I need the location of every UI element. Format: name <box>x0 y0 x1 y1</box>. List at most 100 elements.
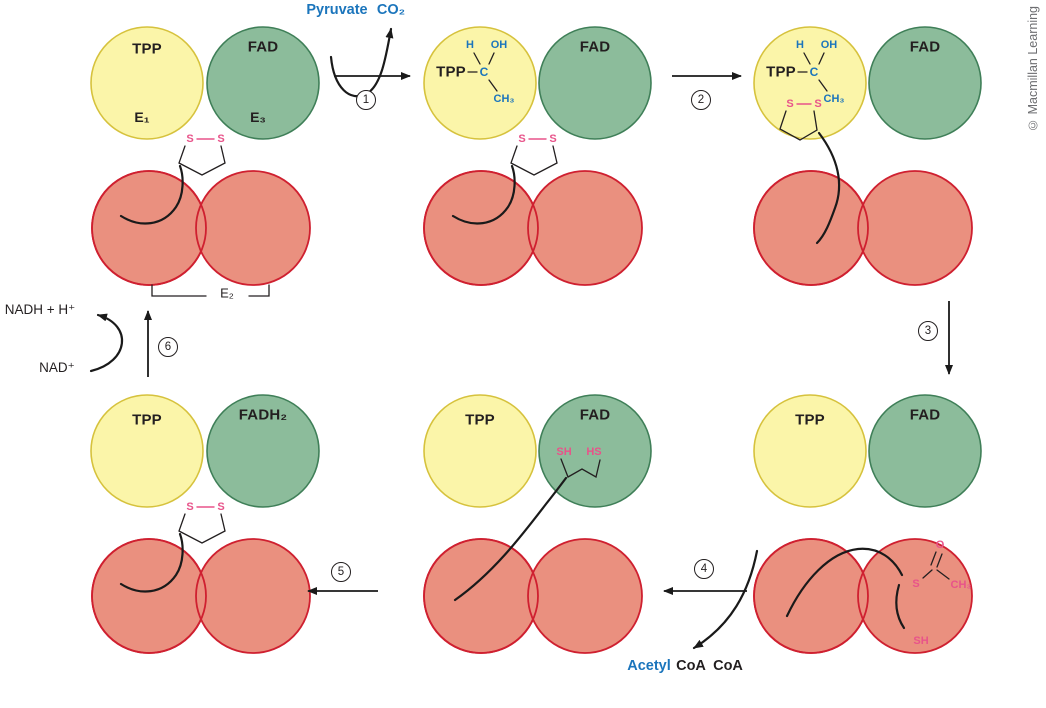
state5-group <box>423 394 652 654</box>
coa-substrate-label: CoA <box>713 658 743 674</box>
nad-nadh-curved-arrow <box>89 313 124 373</box>
thiol-hs-label-state5: HS <box>586 446 602 458</box>
methyl-label-state3: CH₃ <box>823 93 845 105</box>
fad-label-state4: FAD <box>909 406 941 424</box>
fad-label-state3: FAD <box>909 38 941 56</box>
e1-tpp-circle-state1 <box>90 26 204 140</box>
reaction-arrows <box>89 27 953 650</box>
hydroxyethyl-bonds-state3 <box>797 52 828 92</box>
carbonyl-double-bond-state4 <box>930 551 943 568</box>
lipoamide-arm-state6 <box>119 532 184 593</box>
state6-group <box>90 394 320 654</box>
e1-tpp-circle-state4 <box>753 394 867 508</box>
dihydrolipoamide-chain-state4 <box>895 583 906 630</box>
e3-fadh2-circle-state6 <box>206 394 320 508</box>
e2-circle-right-state5 <box>527 538 643 654</box>
hydroxyl-label-state3: OH <box>820 39 838 51</box>
fad-label-state2: FAD <box>579 38 611 56</box>
acetyl-label: Acetyl <box>627 658 671 674</box>
tpp-label-state5: TPP <box>465 411 495 429</box>
sulfur-left-state2: S <box>518 133 526 145</box>
nadh-label: NADH + H⁺ <box>4 302 76 317</box>
e2-circle-left-outline-state3 <box>753 170 869 286</box>
step-5-badge: 5 <box>331 562 351 582</box>
nad-label: NAD⁺ <box>39 360 75 375</box>
e1-tpp-circle-state3 <box>753 26 867 140</box>
state1-group <box>90 26 320 297</box>
step-3-badge: 3 <box>918 321 938 341</box>
e2-bracket <box>151 284 270 297</box>
methyl-label-state2: CH₃ <box>493 93 515 105</box>
carbon-label-state2: C <box>479 65 489 79</box>
tpp-label-state4: TPP <box>795 411 825 429</box>
sulfur-left-state6: S <box>186 501 194 513</box>
e2-circle-right-state6 <box>195 538 311 654</box>
state3-group <box>753 26 982 286</box>
step-2-badge: 2 <box>691 90 711 110</box>
thioester-sulfur-label: S <box>912 578 920 590</box>
fadh2-label-state6: FADH₂ <box>238 406 288 424</box>
tpp-label-state1: TPP <box>132 40 162 58</box>
e2-circle-left-outline-state2 <box>423 170 539 286</box>
step-1-badge: 1 <box>356 90 376 110</box>
fad-label-state1: FAD <box>247 38 279 56</box>
thiol-label-state4: SH <box>913 635 929 647</box>
sulfur-right-state1: S <box>217 133 225 145</box>
e3-fad-circle-state3 <box>868 26 982 140</box>
e1-tpp-circle-state2 <box>423 26 537 140</box>
step-4-badge: 4 <box>694 559 714 579</box>
lipoamide-arm-state4 <box>785 547 904 618</box>
lipoamide-arm-state1 <box>119 164 184 225</box>
thiol-sh-label-state5: SH <box>556 446 572 458</box>
e2-circle-left-outline-state1 <box>91 170 207 286</box>
dithiolane-ring-state1 <box>178 145 226 176</box>
e2-circle-right-state1 <box>195 170 311 286</box>
e3-label: E₃ <box>250 109 266 125</box>
dithiol-chain-state5 <box>560 458 601 478</box>
tpp-label-state6: TPP <box>132 411 162 429</box>
coa-product-label: CoA <box>676 658 706 674</box>
hydrogen-label-state2: H <box>466 39 474 51</box>
carbonyl-oxygen-label: O <box>935 539 945 551</box>
e2-circle-right-state2 <box>527 170 643 286</box>
tpp-label-state3: TPP <box>766 63 796 81</box>
pyruvate-label: Pyruvate <box>306 2 368 18</box>
sulfur-right-state2: S <box>549 133 557 145</box>
dithiolane-ring-state6 <box>178 513 226 544</box>
lipoamide-arm-state5 <box>453 476 568 602</box>
fad-label-state5: FAD <box>579 406 611 424</box>
carbon-label-state3: C <box>809 65 819 79</box>
lipoamide-arm-state3 <box>815 131 841 245</box>
state2-group <box>423 26 652 286</box>
e2-circle-left-outline-state5 <box>423 538 539 654</box>
hydroxyethyl-bonds-state2 <box>467 52 498 92</box>
sulfur-right-state3: S <box>814 98 822 110</box>
e3-fad-circle-state1 <box>206 26 320 140</box>
acetyl-methyl-label: CH₃ <box>950 579 972 591</box>
e2-circle-left-outline-state4 <box>753 538 869 654</box>
sulfur-right-state6: S <box>217 501 225 513</box>
co2-label: CO₂ <box>376 2 406 18</box>
thioester-bonds-state4 <box>922 569 950 580</box>
hydrogen-label-state3: H <box>796 39 804 51</box>
e2-label: E₂ <box>220 285 234 301</box>
e3-fad-circle-state2 <box>538 26 652 140</box>
lipoamide-arm-state2 <box>451 164 516 225</box>
e3-fad-circle-state4 <box>868 394 982 508</box>
opened-ring-state3 <box>779 110 818 141</box>
sulfur-left-state3: S <box>786 98 794 110</box>
dithiolane-ring-state2 <box>510 145 558 176</box>
step-6-badge: 6 <box>158 337 178 357</box>
e1-tpp-circle-state5 <box>423 394 537 508</box>
e2-circle-right-state3 <box>857 170 973 286</box>
e2-circle-left-outline-state6 <box>91 538 207 654</box>
hydroxyl-label-state2: OH <box>490 39 508 51</box>
tpp-label-state2: TPP <box>436 63 466 81</box>
e1-label: E₁ <box>134 109 150 125</box>
coa-acetylcoa-curved-arrow <box>692 549 759 650</box>
e3-fad-circle-state5 <box>538 394 652 508</box>
copyright-credit: © Macmillan Learning <box>1026 6 1040 132</box>
e1-tpp-circle-state6 <box>90 394 204 508</box>
